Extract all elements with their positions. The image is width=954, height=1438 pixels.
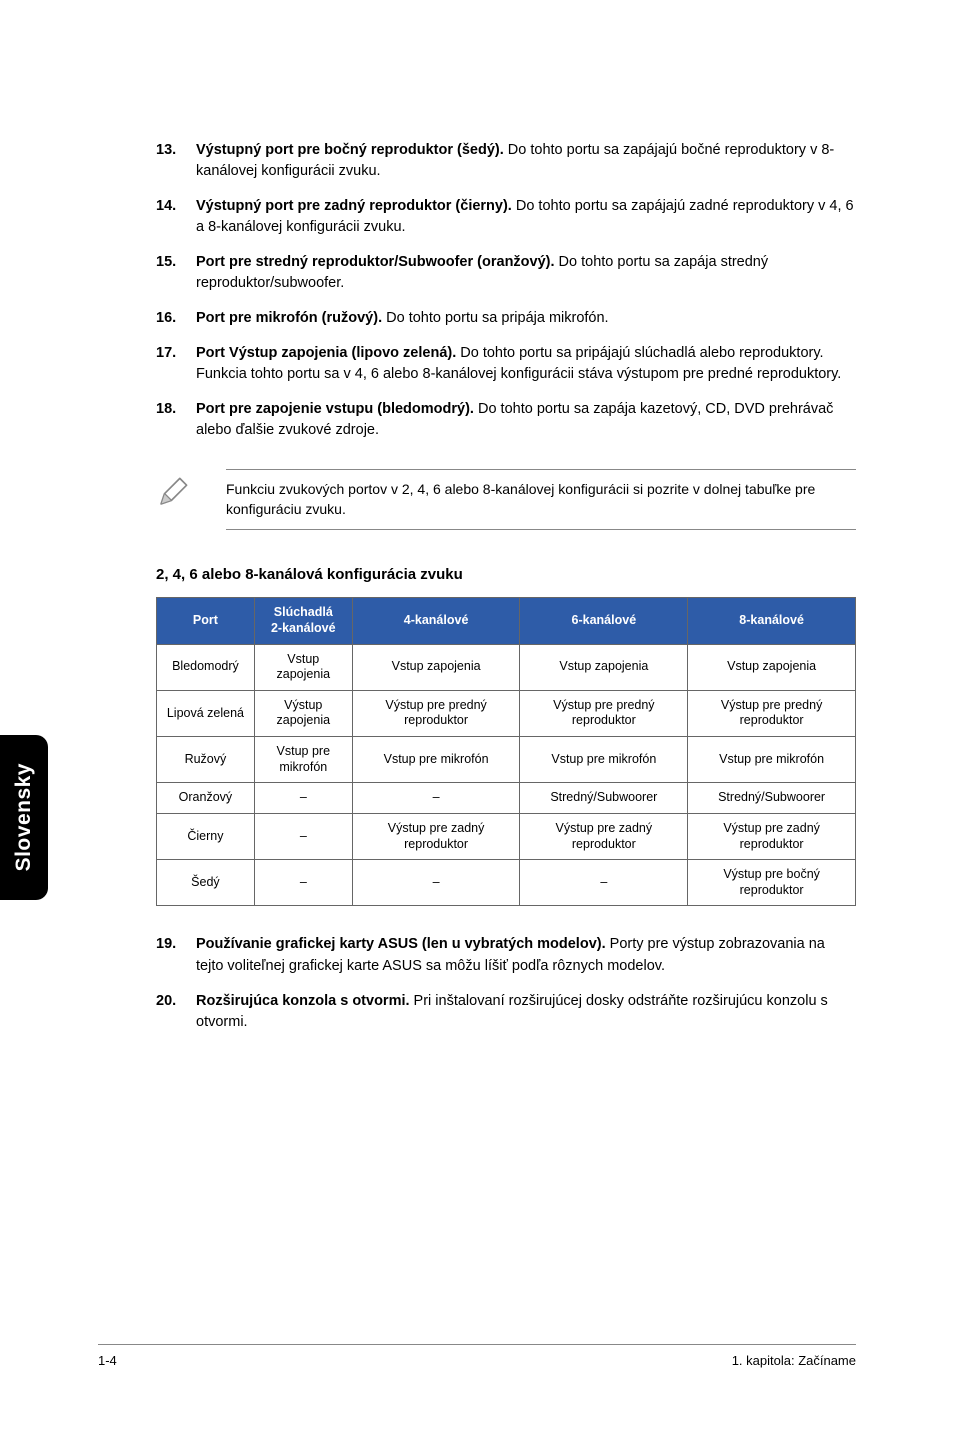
list-item: 18.Port pre zapojenie vstupu (bledomodrý… [156,399,856,441]
list-item: 19.Používanie grafickej karty ASUS (len … [156,934,856,976]
item-body: Výstupný port pre zadný reproduktor (čie… [196,196,856,238]
table-cell: Vstup pre mikrofón [520,737,688,783]
table-row: Čierny–Výstup pre zadný reproduktorVýstu… [157,813,856,859]
table-cell: Ružový [157,737,255,783]
footer-chapter: 1. kapitola: Začíname [732,1353,856,1368]
table-cell: Šedý [157,860,255,906]
table-cell: Stredný/Subwoorer [688,783,856,814]
table-cell: Výstup pre predný reproduktor [520,690,688,736]
item-body: Port Výstup zapojenia (lipovo zelená). D… [196,343,856,385]
side-language-label: Slovensky [12,763,36,871]
item-lead: Výstupný port pre zadný reproduktor (čie… [196,198,512,214]
list-item: 16.Port pre mikrofón (ružový). Do tohto … [156,308,856,329]
list-item: 13.Výstupný port pre bočný reproduktor (… [156,140,856,182]
pencil-icon [156,469,198,514]
item-body: Port pre zapojenie vstupu (bledomodrý). … [196,399,856,441]
table-row: BledomodrýVstup zapojeniaVstup zapojenia… [157,644,856,690]
page-footer: 1-4 1. kapitola: Začíname [98,1344,856,1368]
table-cell: Výstup pre predný reproduktor [688,690,856,736]
item-number: 19. [156,934,196,976]
table-title: 2, 4, 6 alebo 8-kanálová konfigurácia zv… [156,566,856,583]
note-block: Funkciu zvukových portov v 2, 4, 6 alebo… [156,469,856,530]
table-cell: Vstup zapojenia [688,644,856,690]
table-cell: Čierny [157,813,255,859]
table-cell: Vstup zapojenia [520,644,688,690]
table-cell: Stredný/Subwoorer [520,783,688,814]
table-cell: – [352,783,520,814]
item-body: Používanie grafickej karty ASUS (len u v… [196,934,856,976]
item-lead: Port pre zapojenie vstupu (bledomodrý). [196,401,474,417]
table-row: RužovýVstup pre mikrofónVstup pre mikrof… [157,737,856,783]
table-cell: Výstup zapojenia [254,690,352,736]
table-header-cell: 6-kanálové [520,598,688,644]
table-cell: – [254,813,352,859]
footer-page-number: 1-4 [98,1353,117,1368]
note-text: Funkciu zvukových portov v 2, 4, 6 alebo… [226,469,856,530]
table-cell: Vstup zapojenia [254,644,352,690]
table-cell: Bledomodrý [157,644,255,690]
list-item: 17.Port Výstup zapojenia (lipovo zelená)… [156,343,856,385]
table-cell: Vstup pre mikrofón [254,737,352,783]
item-lead: Používanie grafickej karty ASUS (len u v… [196,936,606,952]
page-content: 13.Výstupný port pre bočný reproduktor (… [0,0,954,1033]
table-cell: – [520,860,688,906]
list-item: 15.Port pre stredný reproduktor/Subwoofe… [156,252,856,294]
item-lead: Rozširujúca konzola s otvormi. [196,993,410,1009]
item-lead: Port pre stredný reproduktor/Subwoofer (… [196,254,555,270]
item-lead: Port Výstup zapojenia (lipovo zelená). [196,345,456,361]
item-number: 13. [156,140,196,182]
table-row: Oranžový––Stredný/SubwoorerStredný/Subwo… [157,783,856,814]
item-number: 16. [156,308,196,329]
audio-config-table: PortSlúchadlá2-kanálové4-kanálové6-kanál… [156,597,856,906]
table-cell: Výstup pre predný reproduktor [352,690,520,736]
table-cell: Vstup pre mikrofón [352,737,520,783]
table-cell: Oranžový [157,783,255,814]
table-cell: Lipová zelená [157,690,255,736]
table-cell: Výstup pre zadný reproduktor [520,813,688,859]
table-header-cell: 8-kanálové [688,598,856,644]
item-body: Port pre mikrofón (ružový). Do tohto por… [196,308,856,329]
table-header-cell: Port [157,598,255,644]
table-cell: Výstup pre bočný reproduktor [688,860,856,906]
table-cell: Vstup zapojenia [352,644,520,690]
table-row: Lipová zelenáVýstup zapojeniaVýstup pre … [157,690,856,736]
item-body: Rozširujúca konzola s otvormi. Pri inšta… [196,991,856,1033]
table-cell: Vstup pre mikrofón [688,737,856,783]
item-body: Port pre stredný reproduktor/Subwoofer (… [196,252,856,294]
table-header-cell: 4-kanálové [352,598,520,644]
item-lead: Port pre mikrofón (ružový). [196,310,382,326]
item-rest: Do tohto portu sa pripája mikrofón. [382,310,608,326]
table-header-cell: Slúchadlá2-kanálové [254,598,352,644]
item-number: 18. [156,399,196,441]
list-item: 20.Rozširujúca konzola s otvormi. Pri in… [156,991,856,1033]
item-number: 15. [156,252,196,294]
table-cell: – [254,783,352,814]
item-number: 20. [156,991,196,1033]
item-number: 17. [156,343,196,385]
item-lead: Výstupný port pre bočný reproduktor (šed… [196,142,504,158]
table-cell: Výstup pre zadný reproduktor [352,813,520,859]
item-number: 14. [156,196,196,238]
table-cell: – [352,860,520,906]
list-item: 14.Výstupný port pre zadný reproduktor (… [156,196,856,238]
side-language-tab: Slovensky [0,735,48,900]
item-body: Výstupný port pre bočný reproduktor (šed… [196,140,856,182]
table-row: Šedý–––Výstup pre bočný reproduktor [157,860,856,906]
table-cell: Výstup pre zadný reproduktor [688,813,856,859]
table-cell: – [254,860,352,906]
